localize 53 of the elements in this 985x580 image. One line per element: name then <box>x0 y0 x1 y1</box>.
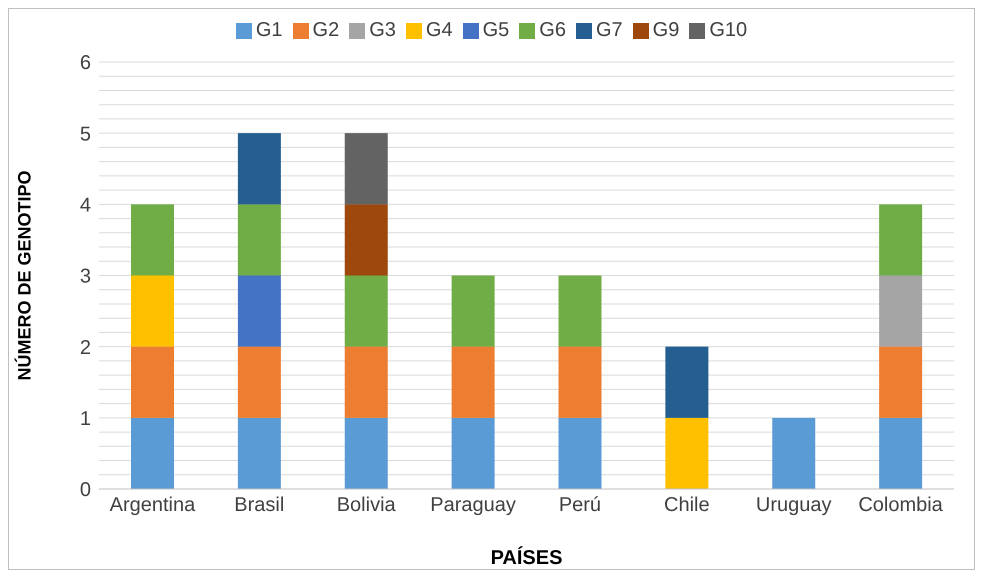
x-tick-label: Paraguay <box>430 494 516 516</box>
bar <box>879 346 922 418</box>
x-axis-title: PAÍSES <box>490 546 562 569</box>
bar <box>879 276 922 347</box>
y-tick-label: 6 <box>80 52 91 74</box>
bar <box>452 346 495 418</box>
x-tick-label: Uruguay <box>756 494 832 516</box>
bar <box>344 133 388 204</box>
bar <box>238 346 281 418</box>
bar <box>665 346 708 418</box>
bar <box>772 418 816 489</box>
bar <box>558 346 602 418</box>
bar <box>558 276 602 347</box>
y-tick-label: 2 <box>80 336 91 359</box>
legend-label: G10 <box>709 19 748 41</box>
bar <box>452 418 495 489</box>
y-tick-label: 5 <box>80 123 91 146</box>
bar <box>665 418 708 489</box>
bar <box>131 276 174 347</box>
bar <box>879 418 922 489</box>
x-tick-label: Perú <box>558 494 602 516</box>
bar <box>344 204 388 276</box>
bar <box>131 418 174 489</box>
bar <box>238 276 281 347</box>
y-axis-title: NÚMERO DE GENOTIPO <box>14 170 34 381</box>
x-tick-label: Argentina <box>110 494 196 516</box>
bar <box>879 204 922 276</box>
y-tick-label: 4 <box>80 194 91 216</box>
bar <box>452 276 495 347</box>
legend-label: G1 <box>256 19 283 41</box>
legend-label: G5 <box>482 19 510 41</box>
x-tick-label: Brasil <box>234 494 284 516</box>
legend-label: G2 <box>312 19 340 41</box>
bar <box>344 276 388 347</box>
bar <box>131 204 174 276</box>
legend-label: G4 <box>426 19 453 41</box>
legend-label: G7 <box>596 19 623 41</box>
x-tick-label: Chile <box>664 494 710 516</box>
bar <box>238 133 281 204</box>
x-tick-label: Colombia <box>858 494 944 516</box>
y-tick-label: 1 <box>80 408 91 430</box>
bar <box>344 418 388 489</box>
bar <box>131 346 174 418</box>
legend-label: G9 <box>652 19 680 41</box>
bar <box>238 204 281 276</box>
x-tick-label: Bolivia <box>336 494 397 516</box>
bar <box>558 418 602 489</box>
legend-label: G3 <box>369 19 396 41</box>
legend-label: G6 <box>539 19 566 41</box>
bar <box>344 346 388 418</box>
bar <box>238 418 281 489</box>
y-tick-label: 0 <box>80 479 91 502</box>
y-tick-label: 3 <box>80 266 91 288</box>
